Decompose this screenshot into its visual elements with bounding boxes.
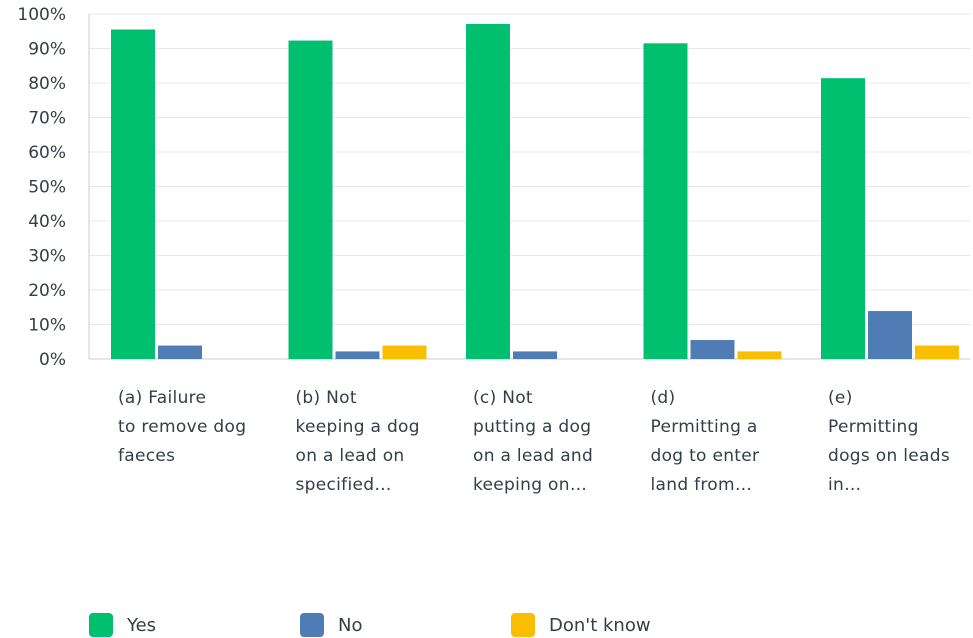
y-tick-label: 100% xyxy=(17,5,66,25)
y-tick-label: 40% xyxy=(28,212,66,232)
x-category-label-line: (a) Failure xyxy=(118,388,206,408)
bar-chart: 0% 10% 20% 30% 40% 50% 60% 70% 80% 90% 100% (a) Fa… xyxy=(17,5,970,495)
x-category-label-line: on a lead on xyxy=(296,446,405,466)
legend-swatch-yes xyxy=(89,613,113,637)
x-category-label: (a) Failure to remove dog faeces xyxy=(118,388,246,466)
x-category-label: (e) Permitting dogs on leads in… xyxy=(828,388,950,495)
y-tick-label: 10% xyxy=(28,316,66,336)
bar-don-t-know[interactable] xyxy=(737,351,782,359)
x-category-label-line: on a lead and xyxy=(473,446,593,466)
gridlines xyxy=(89,13,970,360)
x-category-label-line: land from… xyxy=(651,475,753,495)
bar-yes[interactable] xyxy=(643,43,688,359)
y-tick-label: 60% xyxy=(28,143,66,163)
bar-don-t-know[interactable] xyxy=(915,345,959,359)
y-tick-label: 50% xyxy=(28,178,66,198)
bar-no[interactable] xyxy=(690,340,735,359)
x-category-label-line: dogs on leads xyxy=(828,446,950,466)
y-tick-label: 30% xyxy=(28,247,66,267)
x-category-label-line: keeping on… xyxy=(473,475,587,495)
y-axis: 0% 10% 20% 30% 40% 50% 60% 70% 80% 90% 100% xyxy=(17,5,90,370)
legend-item-dont-know[interactable]: Don't know xyxy=(511,612,651,638)
y-tick-label: 20% xyxy=(28,281,66,301)
x-category-label-line: faeces xyxy=(118,446,175,466)
x-category-label-line: specified… xyxy=(296,475,392,495)
legend: Yes No Don't know xyxy=(89,612,949,638)
y-tick-label: 90% xyxy=(28,40,66,60)
bars xyxy=(111,24,959,360)
legend-item-yes[interactable]: Yes xyxy=(89,612,156,638)
y-tick-label: 70% xyxy=(28,109,66,129)
x-category-label-line: to remove dog xyxy=(118,417,246,437)
x-category-label-line: (b) Not xyxy=(296,388,357,408)
x-category-label-line: keeping a dog xyxy=(296,417,420,437)
bar-yes[interactable] xyxy=(821,78,865,360)
legend-label-yes: Yes xyxy=(127,614,157,636)
legend-item-no[interactable]: No xyxy=(300,612,362,638)
x-category-label-line: in… xyxy=(828,475,861,495)
x-category-label: (d) Permitting a dog to enter land from… xyxy=(651,388,760,495)
bar-yes[interactable] xyxy=(111,29,155,360)
x-category-label: (b) Not keeping a dog on a lead on specifie… xyxy=(296,388,420,495)
x-category-label-line: dog to enter xyxy=(651,446,760,466)
y-tick-label: 0% xyxy=(39,350,66,370)
y-tick-label: 80% xyxy=(28,74,66,94)
bar-don-t-know[interactable] xyxy=(382,345,427,359)
legend-swatch-dont-know xyxy=(511,613,535,637)
x-category-label-line: Permitting a xyxy=(651,417,758,437)
x-category-label-line: (e) xyxy=(828,388,853,408)
x-category-label-line: putting a dog xyxy=(473,417,591,437)
x-category-label-line: (c) Not xyxy=(473,388,533,408)
legend-label-no: No xyxy=(338,614,363,636)
legend-swatch-no xyxy=(300,613,324,637)
bar-no[interactable] xyxy=(868,311,912,359)
x-category-label-line: Permitting xyxy=(828,417,919,437)
legend-label-dont-know: Don't know xyxy=(549,614,651,636)
x-category-label: (c) Not putting a dog on a lead and keeping… xyxy=(473,388,593,495)
bar-yes[interactable] xyxy=(288,40,333,359)
x-axis-labels: (a) Failure to remove dog faeces (b) Not kee… xyxy=(118,388,950,495)
bar-no[interactable] xyxy=(335,351,380,359)
bar-no[interactable] xyxy=(158,345,202,359)
x-category-label-line: (d) xyxy=(651,388,676,408)
bar-no[interactable] xyxy=(513,351,557,359)
bar-yes[interactable] xyxy=(466,24,510,359)
